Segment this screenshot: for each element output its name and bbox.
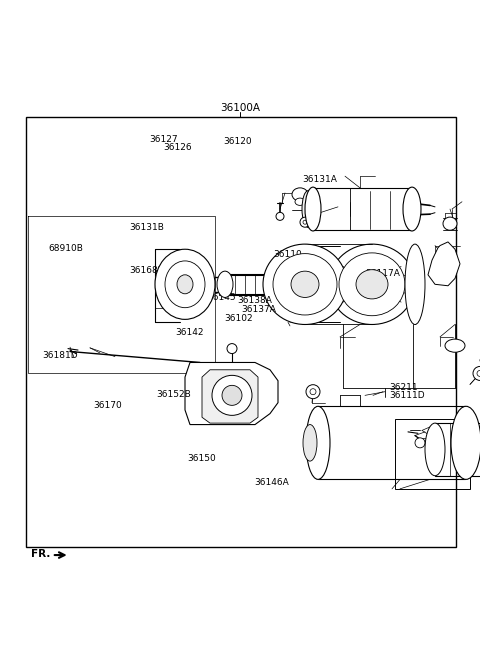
Ellipse shape — [306, 406, 330, 480]
Text: 36120: 36120 — [223, 137, 252, 146]
Text: 36138A: 36138A — [238, 296, 273, 306]
Circle shape — [303, 220, 307, 224]
Text: 36146A: 36146A — [254, 478, 289, 487]
Ellipse shape — [217, 271, 233, 298]
Ellipse shape — [291, 271, 319, 298]
Circle shape — [477, 371, 480, 376]
Ellipse shape — [305, 187, 321, 231]
Ellipse shape — [295, 198, 305, 206]
Text: 68910B: 68910B — [48, 244, 83, 253]
Ellipse shape — [303, 424, 317, 461]
Ellipse shape — [273, 254, 337, 315]
Text: 36131B: 36131B — [130, 223, 165, 233]
Text: 36111D: 36111D — [389, 392, 424, 401]
Text: 36152B: 36152B — [156, 390, 191, 399]
Ellipse shape — [329, 244, 415, 325]
Text: FR.: FR. — [31, 549, 50, 559]
Circle shape — [212, 375, 252, 415]
Ellipse shape — [403, 187, 421, 231]
Polygon shape — [428, 242, 460, 286]
Circle shape — [222, 386, 242, 405]
Text: 36100A: 36100A — [220, 102, 260, 113]
Ellipse shape — [425, 423, 445, 476]
Circle shape — [473, 367, 480, 380]
Circle shape — [306, 385, 320, 399]
Polygon shape — [185, 363, 278, 424]
Text: 36211: 36211 — [389, 383, 418, 392]
Ellipse shape — [356, 269, 388, 299]
Circle shape — [300, 217, 310, 227]
Ellipse shape — [302, 191, 314, 227]
Ellipse shape — [451, 406, 480, 480]
Text: 36131A: 36131A — [302, 175, 337, 185]
Text: 36102: 36102 — [225, 314, 253, 323]
Ellipse shape — [292, 188, 308, 201]
Text: 36117A: 36117A — [365, 269, 400, 278]
Text: 36127: 36127 — [149, 135, 178, 144]
Ellipse shape — [165, 261, 205, 307]
Text: 36170: 36170 — [94, 401, 122, 410]
Circle shape — [415, 438, 425, 448]
Ellipse shape — [177, 275, 193, 294]
Circle shape — [227, 344, 237, 353]
Bar — [395, 419, 470, 489]
Ellipse shape — [443, 217, 457, 230]
Ellipse shape — [405, 244, 425, 325]
Text: 36142: 36142 — [175, 328, 204, 337]
Text: 36126: 36126 — [163, 143, 192, 152]
Ellipse shape — [155, 249, 215, 319]
Text: 36110: 36110 — [274, 250, 302, 259]
Text: 36580: 36580 — [161, 288, 190, 298]
Circle shape — [276, 212, 284, 220]
Polygon shape — [202, 370, 258, 423]
Ellipse shape — [263, 244, 347, 325]
Circle shape — [310, 389, 316, 395]
Text: 36145: 36145 — [207, 292, 236, 302]
Text: 36168B: 36168B — [130, 265, 165, 275]
Bar — [26, 118, 456, 547]
Ellipse shape — [339, 253, 405, 316]
Text: 36150: 36150 — [187, 454, 216, 463]
Text: 36181D: 36181D — [42, 351, 78, 359]
Text: 36137A: 36137A — [241, 305, 276, 314]
Ellipse shape — [445, 339, 465, 352]
